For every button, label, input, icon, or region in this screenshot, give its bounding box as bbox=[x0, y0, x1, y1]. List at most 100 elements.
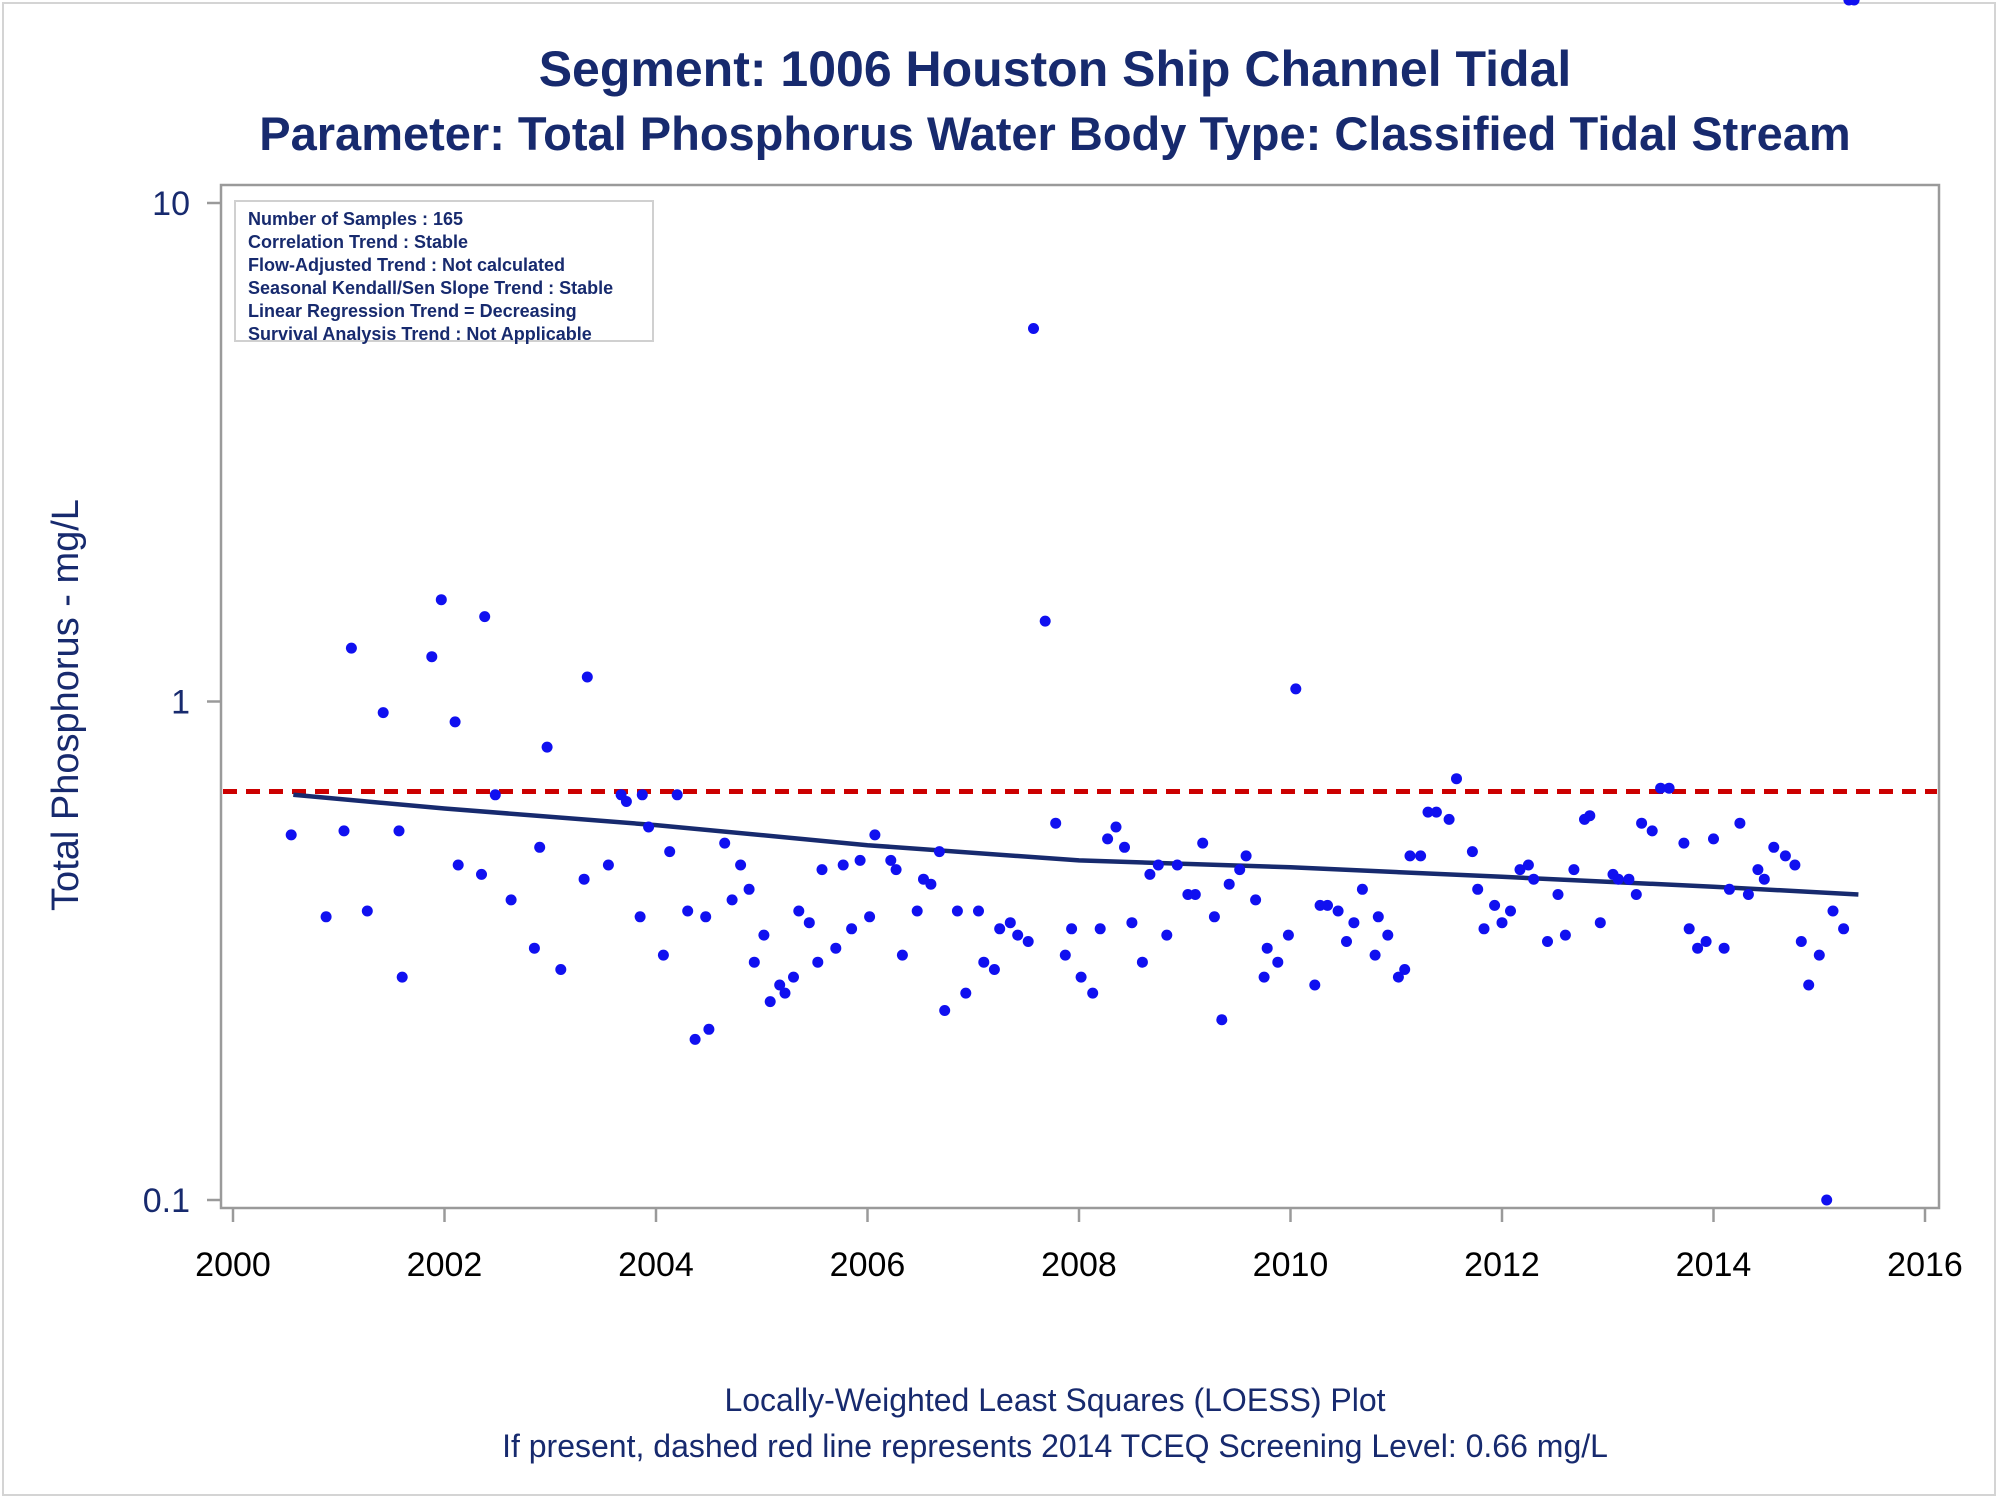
x-tick-label: 2008 bbox=[1041, 1246, 1117, 1284]
data-point bbox=[1126, 917, 1138, 929]
data-point bbox=[1197, 837, 1209, 849]
data-point bbox=[1189, 889, 1201, 900]
data-point bbox=[1768, 841, 1780, 853]
data-point bbox=[1119, 841, 1130, 853]
x-axis: 2000 2002 2004 2006 2008 2010 2012 2014 2016 bbox=[195, 1208, 1963, 1284]
info-line-samples: Number of Samples : 165 bbox=[248, 209, 464, 229]
data-point bbox=[1528, 873, 1540, 885]
x-tick-label: 2002 bbox=[407, 1246, 483, 1284]
data-point bbox=[1415, 850, 1427, 862]
data-point bbox=[338, 825, 350, 837]
data-point bbox=[764, 996, 776, 1008]
data-point bbox=[735, 859, 747, 871]
data-point bbox=[620, 796, 632, 807]
data-point bbox=[581, 671, 593, 683]
data-point bbox=[1723, 883, 1735, 895]
data-point bbox=[426, 651, 438, 663]
data-point bbox=[1803, 979, 1815, 991]
data-point bbox=[1630, 889, 1642, 900]
data-point bbox=[1356, 883, 1368, 895]
data-point bbox=[320, 911, 332, 923]
data-point bbox=[1496, 917, 1508, 929]
data-point bbox=[1752, 864, 1764, 876]
data-point bbox=[890, 864, 902, 876]
data-point bbox=[719, 837, 731, 849]
data-point bbox=[602, 859, 614, 871]
data-point bbox=[700, 911, 712, 923]
data-point bbox=[960, 987, 972, 999]
chart-subtitle: Parameter: Total Phosphorus Water Body T… bbox=[259, 107, 1851, 160]
info-line-correlation: Correlation Trend : Stable bbox=[248, 232, 469, 252]
data-point bbox=[1039, 615, 1051, 627]
data-point bbox=[1341, 936, 1352, 947]
data-point bbox=[1136, 956, 1148, 968]
data-point bbox=[1234, 864, 1246, 876]
data-point bbox=[1489, 899, 1501, 911]
data-point bbox=[1066, 923, 1078, 935]
data-point bbox=[1678, 837, 1690, 849]
data-point bbox=[1472, 883, 1484, 895]
data-point bbox=[1758, 873, 1770, 885]
info-line-linear-regression: Linear Regression Trend = Decreasing bbox=[248, 301, 577, 321]
data-point bbox=[1223, 878, 1235, 890]
x-tick-label: 2012 bbox=[1464, 1246, 1540, 1284]
data-point bbox=[1505, 905, 1516, 917]
data-point bbox=[1094, 923, 1106, 935]
data-point bbox=[885, 854, 897, 866]
x-tick-label: 2006 bbox=[830, 1246, 906, 1284]
data-point bbox=[1382, 929, 1394, 941]
data-point bbox=[1742, 889, 1754, 900]
info-line-seasonal-kendall: Seasonal Kendall/Sen Slope Trend : Stabl… bbox=[248, 278, 614, 298]
data-point bbox=[555, 964, 567, 975]
data-point bbox=[703, 1023, 715, 1035]
data-point bbox=[534, 841, 546, 853]
data-point bbox=[1422, 806, 1434, 818]
data-point bbox=[1075, 971, 1087, 983]
data-point bbox=[994, 923, 1006, 935]
data-point bbox=[758, 929, 770, 941]
data-point bbox=[671, 789, 683, 801]
data-point bbox=[689, 1033, 701, 1045]
data-point bbox=[1372, 911, 1384, 923]
data-point bbox=[896, 949, 908, 961]
data-point bbox=[1827, 905, 1839, 917]
data-point bbox=[854, 854, 866, 866]
data-point bbox=[396, 971, 408, 983]
x-tick-label: 2010 bbox=[1253, 1246, 1329, 1284]
data-point bbox=[1542, 936, 1553, 947]
data-point bbox=[726, 894, 738, 906]
data-point bbox=[1451, 773, 1462, 785]
data-point bbox=[1144, 868, 1156, 880]
data-point bbox=[816, 864, 828, 876]
data-point bbox=[489, 789, 501, 801]
data-point bbox=[285, 829, 297, 841]
data-point bbox=[1059, 949, 1071, 961]
data-point bbox=[643, 821, 655, 833]
footnote-screening: If present, dashed red line represents 2… bbox=[502, 1428, 1608, 1464]
data-point bbox=[1004, 917, 1016, 929]
y-tick-label: 1 bbox=[171, 684, 190, 722]
data-point bbox=[1258, 971, 1270, 983]
data-point bbox=[743, 883, 755, 895]
data-point bbox=[1559, 929, 1571, 941]
data-point bbox=[869, 829, 881, 841]
data-point bbox=[1718, 942, 1730, 954]
data-point bbox=[1152, 859, 1164, 871]
data-point bbox=[1110, 821, 1122, 833]
data-point bbox=[1250, 894, 1262, 906]
data-point bbox=[1821, 1194, 1833, 1206]
data-point bbox=[1322, 899, 1333, 911]
data-point bbox=[1282, 929, 1294, 941]
data-point bbox=[788, 971, 799, 983]
trend-info-box: Number of Samples : 165 Correlation Tren… bbox=[234, 200, 654, 344]
data-point bbox=[1594, 917, 1606, 929]
data-point bbox=[505, 894, 517, 906]
data-points bbox=[285, 0, 1860, 1206]
data-point bbox=[1646, 825, 1658, 837]
data-point bbox=[1399, 964, 1411, 975]
data-point bbox=[1683, 923, 1695, 935]
data-point bbox=[1478, 923, 1490, 935]
x-tick-label: 2014 bbox=[1676, 1246, 1752, 1284]
loess-curve bbox=[293, 792, 1859, 897]
data-point bbox=[345, 642, 357, 654]
